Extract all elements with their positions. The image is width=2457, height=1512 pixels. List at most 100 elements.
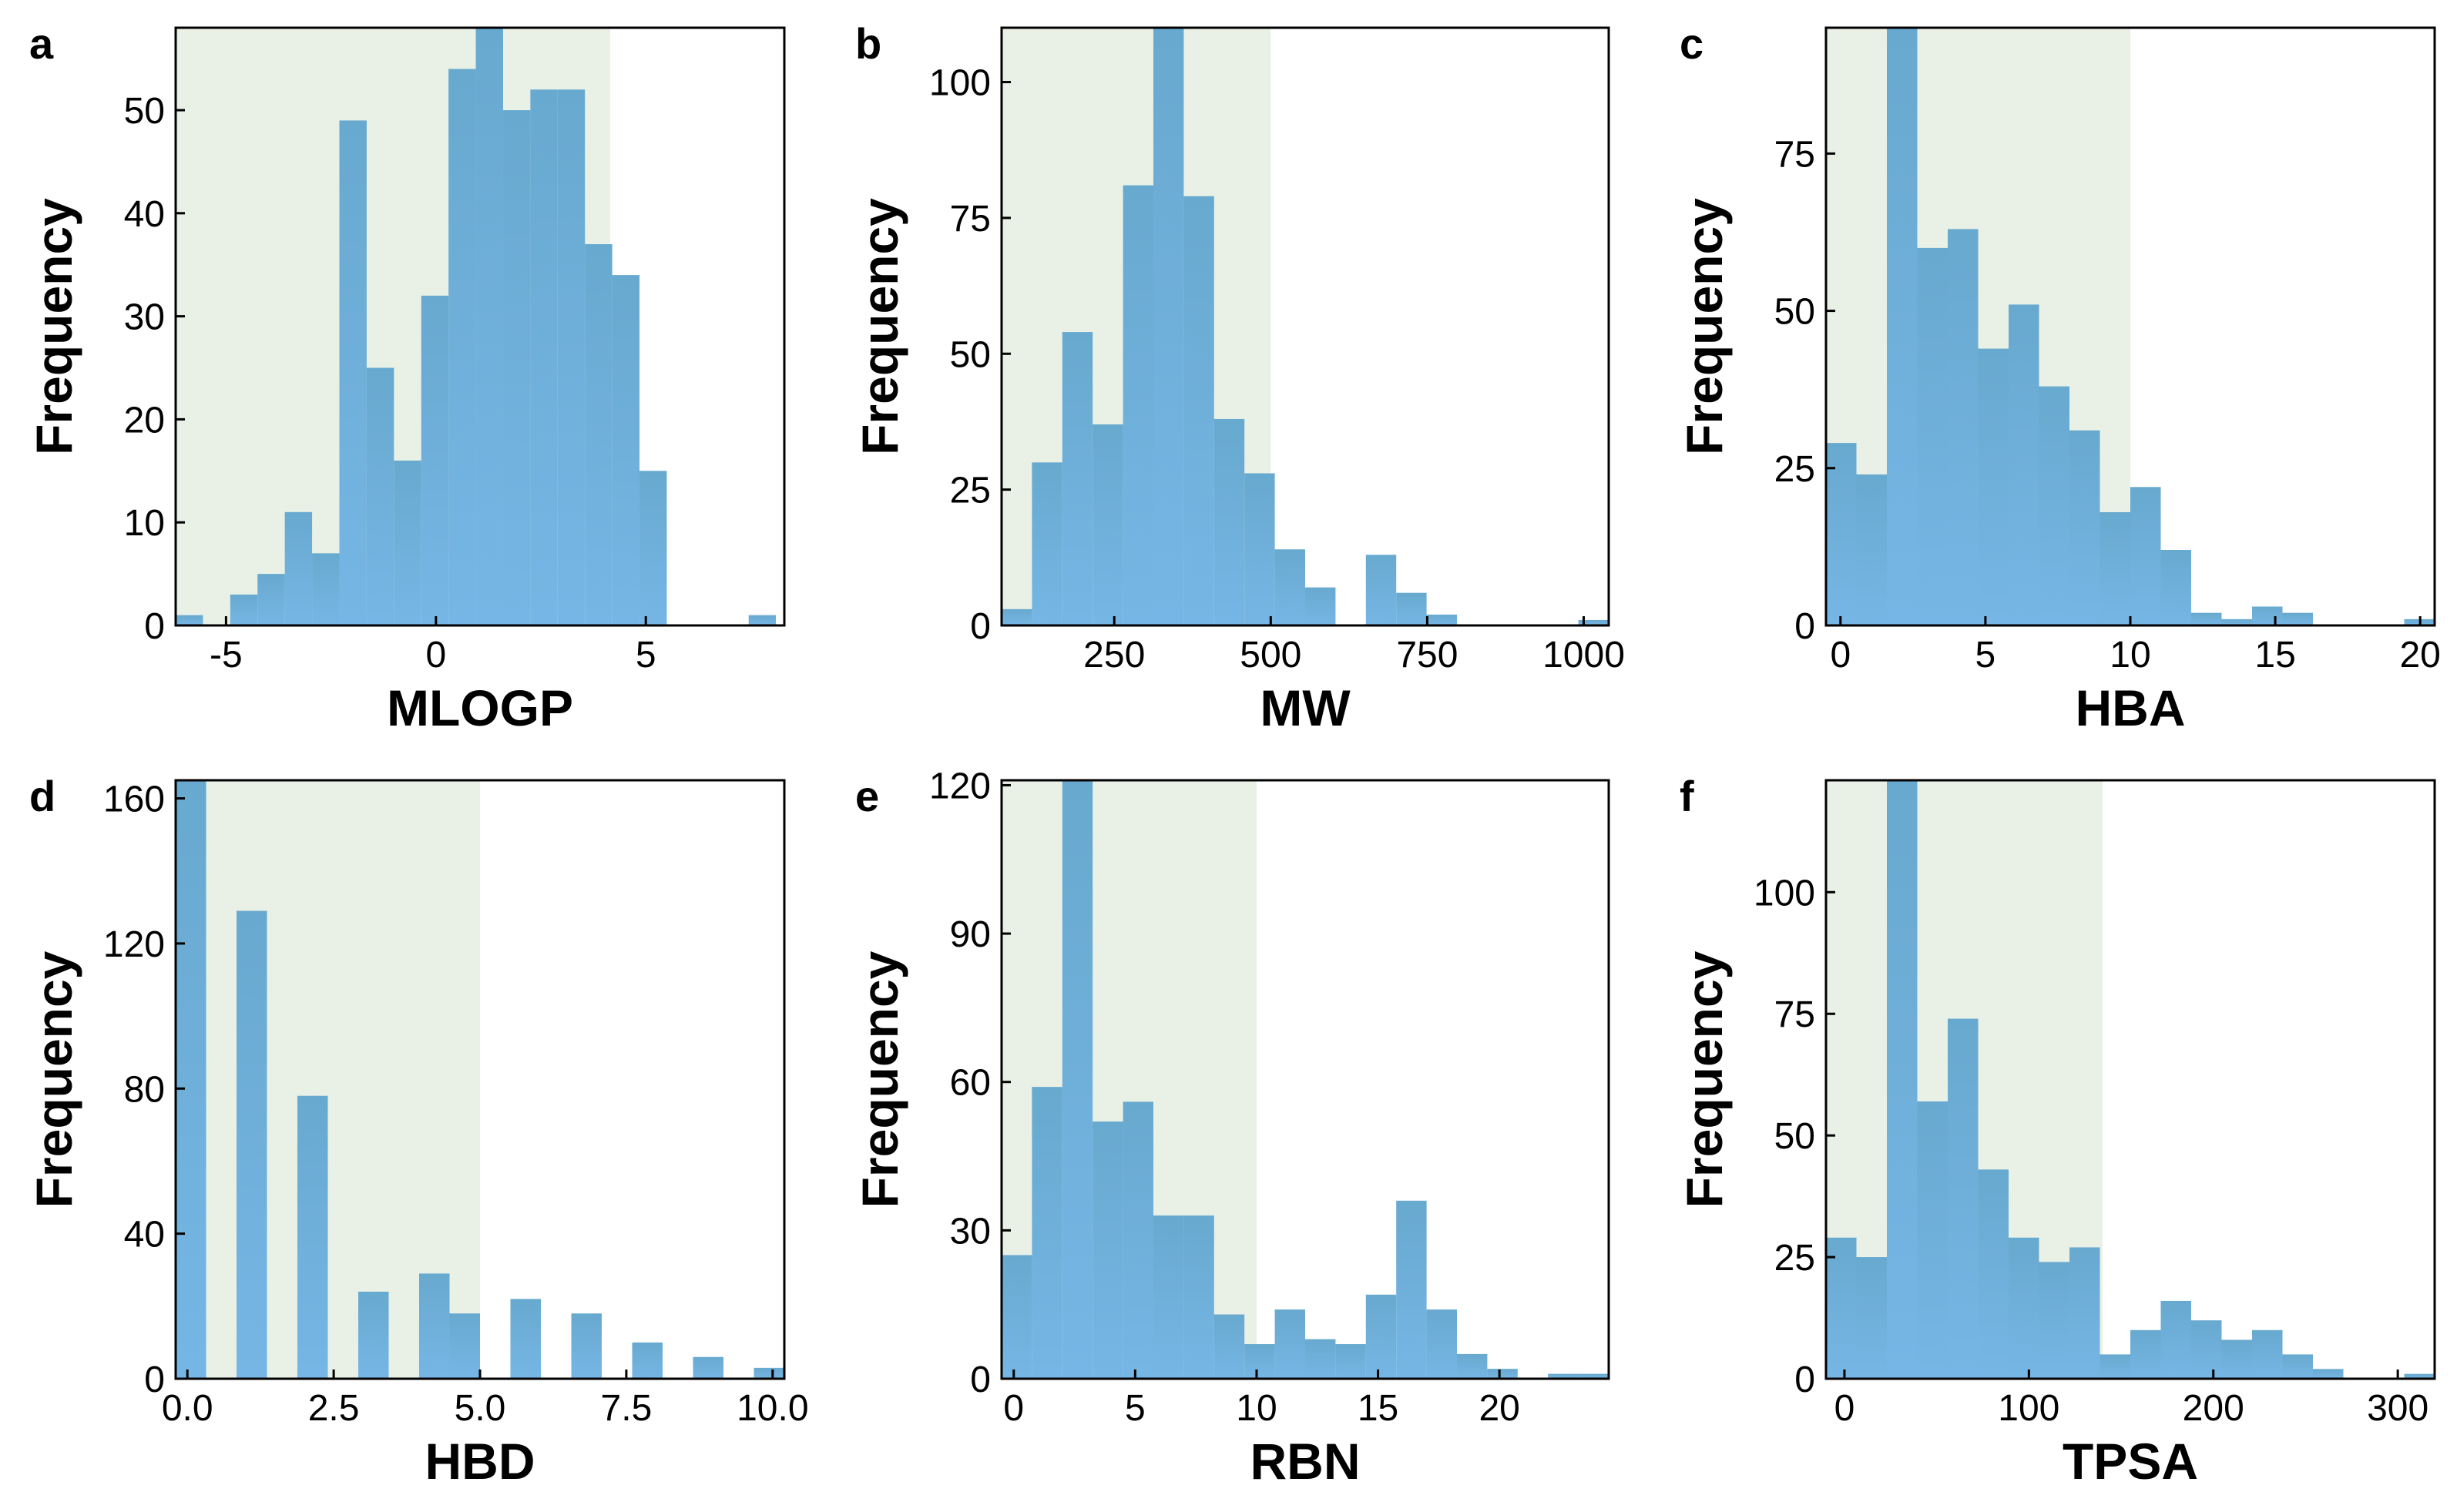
x-tick-label: 100	[1998, 1388, 2059, 1429]
panel-letter: c	[1680, 19, 1703, 68]
x-tick-label: 7.5	[601, 1388, 653, 1429]
x-tick-label: 15	[1358, 1388, 1398, 1429]
histogram-bar	[419, 1273, 450, 1379]
x-tick-label: 1000	[1542, 635, 1625, 676]
histogram-bar	[1826, 443, 1857, 625]
histogram-bar	[1396, 1200, 1427, 1379]
y-tick-label: 0	[144, 606, 165, 647]
histogram-bar	[1335, 1344, 1366, 1379]
histogram-bar	[2160, 549, 2191, 625]
histogram-bar	[1123, 185, 1153, 626]
histogram-bar	[339, 120, 367, 625]
y-tick-label: 25	[950, 471, 991, 511]
histogram-bar	[2313, 1369, 2344, 1379]
y-tick-label: 90	[950, 914, 991, 955]
x-tick-label: 5	[1125, 1388, 1146, 1429]
histogram-bar	[284, 511, 313, 625]
histogram-bar	[1856, 474, 1887, 625]
y-tick-label: 40	[124, 1215, 165, 1256]
histogram-bar	[1002, 608, 1032, 625]
histogram-bar	[748, 615, 777, 625]
histogram-bar	[2069, 430, 2100, 625]
y-tick-label: 20	[124, 400, 165, 441]
histogram-bar	[2100, 511, 2130, 625]
histogram-bar	[1426, 614, 1457, 625]
plot-frame	[174, 26, 786, 627]
histogram-bar	[1032, 1087, 1062, 1379]
y-tick-label: 30	[124, 297, 165, 338]
x-axis-label: HBD	[425, 1433, 535, 1490]
panel-b: 250 500 750 1000 0 25 50 75 100 MW Frequency b	[851, 19, 1625, 736]
y-axis-label: Frequency	[1676, 950, 1733, 1208]
y-tick-label: 100	[929, 63, 991, 104]
x-tick-label: 2.5	[308, 1388, 360, 1429]
histogram-bar	[754, 1367, 784, 1379]
histogram-bar	[632, 1342, 663, 1379]
histogram-bar	[421, 295, 449, 625]
histogram-bar	[1978, 1169, 2009, 1379]
x-tick-label: 5	[1975, 635, 1996, 676]
histogram-bar	[1305, 587, 1336, 625]
y-tick-label: 50	[1774, 1116, 1815, 1157]
histogram-bar	[1948, 229, 1979, 625]
histogram-bar	[693, 1356, 723, 1379]
y-tick-label: 0	[144, 1359, 165, 1400]
histogram-bar	[2191, 1320, 2222, 1379]
histogram-bar	[557, 89, 586, 625]
histogram-bar	[639, 471, 667, 625]
y-tick-label: 0	[970, 1359, 991, 1400]
histogram-bar	[1305, 1339, 1336, 1379]
histogram-bar	[2100, 1354, 2130, 1379]
x-tick-label: 5	[636, 635, 656, 676]
x-tick-label: 20	[2399, 635, 2440, 676]
x-tick-label: 20	[1479, 1388, 1519, 1429]
y-tick-label: 0	[1794, 1359, 1815, 1400]
histogram-bar	[1917, 247, 1948, 625]
y-tick-label: 0	[970, 606, 991, 647]
histogram-bar	[1153, 28, 1184, 625]
x-tick-label: 0	[1834, 1388, 1855, 1429]
histogram-bar	[475, 28, 503, 625]
plot-frame	[1000, 26, 1610, 627]
histogram-bar	[1578, 619, 1609, 625]
x-tick-label: 300	[2367, 1388, 2428, 1429]
histogram-bar	[1093, 1121, 1123, 1379]
histogram-bar	[571, 1313, 602, 1379]
plot-frame	[1824, 779, 2436, 1380]
x-tick-label: -5	[210, 635, 243, 676]
histogram-bar	[502, 110, 531, 625]
histogram-bar	[1123, 1101, 1153, 1379]
y-tick-label: 80	[124, 1069, 165, 1110]
histogram-bar	[1578, 1373, 1609, 1379]
histogram-bar	[585, 243, 613, 625]
y-tick-label: 25	[1774, 1238, 1815, 1279]
x-tick-label: 0	[425, 635, 446, 676]
panel-letter: d	[29, 772, 55, 820]
histogram-bar	[1062, 332, 1093, 625]
y-tick-label: 120	[103, 924, 165, 965]
y-tick-label: 100	[1754, 873, 1815, 914]
histogram-bar	[2252, 1329, 2283, 1379]
histogram-bar	[1457, 1353, 1488, 1379]
histogram-bar	[297, 1095, 328, 1379]
histogram-bar	[1032, 462, 1062, 625]
histogram-bar	[1002, 1255, 1032, 1379]
histogram-bar	[2404, 1373, 2435, 1379]
x-axis-label: MLOGP	[387, 679, 573, 736]
histogram-bar	[1487, 1369, 1518, 1379]
x-tick-label: 15	[2254, 635, 2295, 676]
histogram-bar	[358, 1291, 389, 1379]
x-tick-label: 10	[1236, 1388, 1277, 1429]
x-axis-label: HBA	[2076, 679, 2186, 736]
histogram-bar	[2191, 612, 2222, 625]
y-tick-label: 75	[1774, 134, 1815, 175]
histogram-bar	[510, 1299, 541, 1379]
x-tick-label: 0	[1003, 1388, 1024, 1429]
histogram-bar	[530, 89, 558, 625]
histogram-bar	[1548, 1373, 1579, 1379]
panel-letter: a	[29, 19, 54, 68]
histogram-bar	[2282, 612, 2313, 625]
y-tick-label: 10	[124, 503, 165, 544]
